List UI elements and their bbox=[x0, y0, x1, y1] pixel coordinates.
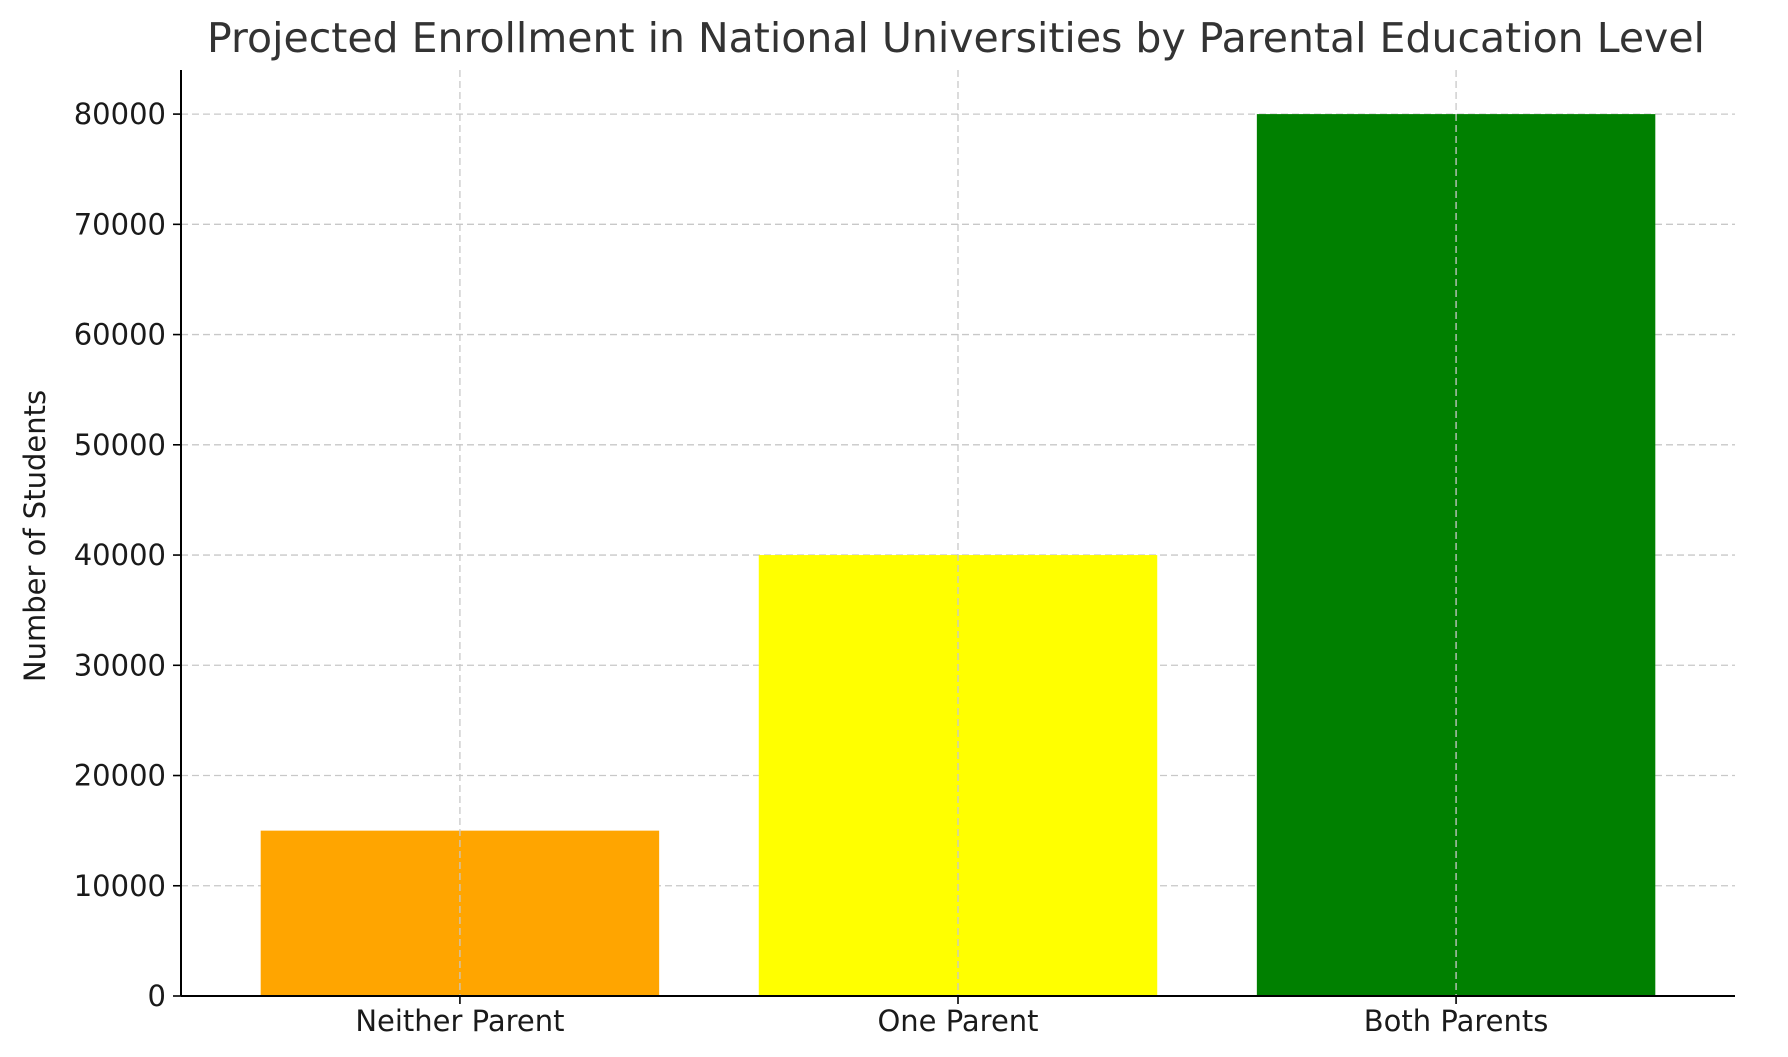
y-tick-label: 80000 bbox=[74, 97, 166, 131]
y-axis-label: Number of Students bbox=[18, 390, 52, 682]
y-tick-label: 20000 bbox=[74, 759, 166, 793]
y-tick-label: 0 bbox=[148, 979, 166, 1013]
y-tick-label: 60000 bbox=[74, 318, 166, 352]
x-axis-ticks: Neither Parent One Parent Both Parents bbox=[355, 996, 1548, 1038]
x-tick-label: One Parent bbox=[877, 1004, 1038, 1038]
x-grid-lines bbox=[459, 70, 1457, 996]
y-tick-label: 50000 bbox=[74, 428, 166, 462]
chart-title: Projected Enrollment in National Univers… bbox=[207, 14, 1705, 62]
y-tick-label: 30000 bbox=[74, 648, 166, 682]
y-tick-label: 10000 bbox=[74, 869, 166, 903]
x-tick-label: Both Parents bbox=[1364, 1004, 1549, 1038]
y-tick-label: 70000 bbox=[74, 207, 166, 241]
y-tick-label: 40000 bbox=[74, 538, 166, 572]
bar-neither-parent bbox=[260, 830, 660, 996]
x-tick-label: Neither Parent bbox=[355, 1004, 564, 1038]
y-axis-ticks: 0 10000 20000 30000 40000 50000 60000 70000 8000… bbox=[74, 97, 181, 1013]
